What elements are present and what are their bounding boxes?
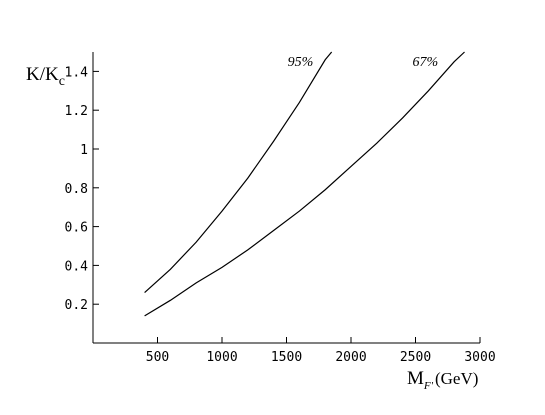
y-tick-label: 0.6	[65, 221, 88, 236]
series-line-1	[144, 51, 333, 294]
y-axis-title-main: K/K	[26, 64, 59, 85]
series-label-2: 67%	[413, 55, 439, 70]
x-axis-title-sub: F'	[423, 380, 434, 392]
x-tick-label: 500	[146, 350, 169, 365]
y-tick-label: 1	[80, 143, 88, 158]
y-axis-title: K/Kc	[26, 64, 65, 89]
x-tick-label: 2500	[400, 350, 431, 365]
x-axis-title-main: M	[407, 368, 424, 389]
series-line-2	[144, 51, 465, 317]
series-label-1: 95%	[288, 55, 314, 70]
x-tick-label: 1500	[271, 350, 302, 365]
y-tick-label: 0.2	[65, 298, 88, 313]
y-tick-label: 0.4	[65, 259, 89, 274]
x-axis-title-unit: (GeV)	[435, 369, 478, 388]
x-axis-title: MF' (GeV)	[407, 368, 478, 392]
series-labels: 95% 67%	[288, 55, 439, 70]
x-tick-label: 2000	[335, 350, 366, 365]
y-tick-label: 1.4	[65, 65, 89, 80]
y-tick-label: 1.2	[65, 104, 88, 119]
y-axis-title-sub: c	[59, 74, 65, 89]
x-tick-label: 1000	[206, 350, 237, 365]
x-tick-label: 3000	[464, 350, 495, 365]
axes	[92, 52, 480, 344]
y-tick-label: 0.8	[65, 182, 88, 197]
ticks: 500 1000 1500 2000 2500 3000 0.2 0.4 0.6 0.8 1 1.2 1…	[65, 65, 496, 365]
series-group	[144, 51, 465, 317]
